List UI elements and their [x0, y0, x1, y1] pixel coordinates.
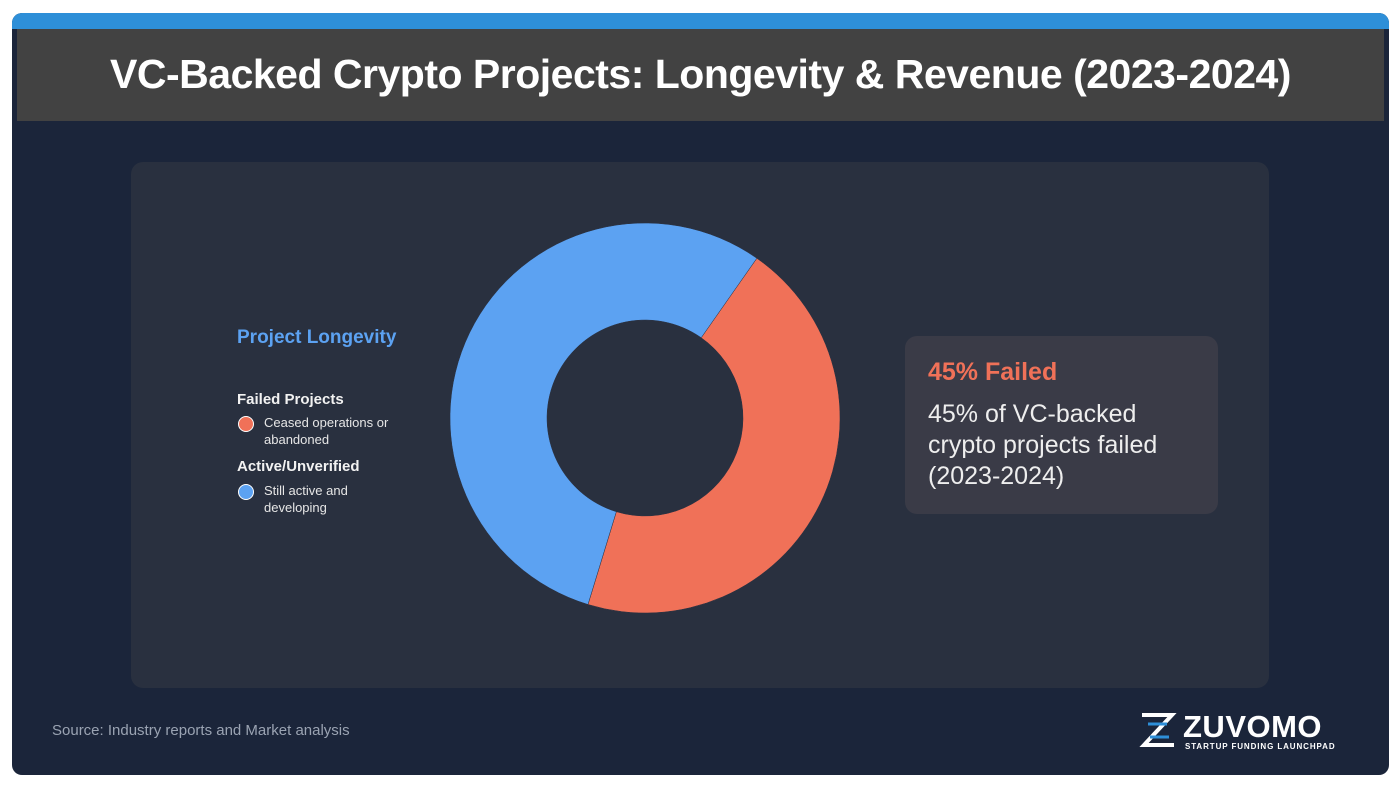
legend-active-desc: Still active and developing: [264, 483, 348, 515]
brand-name: ZUVOMO: [1183, 709, 1323, 744]
accent-bar: [12, 13, 1389, 29]
donut-chart: [449, 222, 841, 614]
legend-failed-swatch: [238, 416, 254, 432]
brand-logo: ZUVOMO STARTUP FUNDING LAUNCHPAD: [1139, 709, 1339, 751]
legend-active-title: Active/Unverified: [237, 458, 360, 475]
source-note: Source: Industry reports and Market anal…: [52, 722, 350, 739]
slide-frame: VC-Backed Crypto Projects: Longevity & R…: [12, 13, 1389, 775]
page-title: VC-Backed Crypto Projects: Longevity & R…: [110, 51, 1291, 97]
callout-headline: 45% Failed: [928, 358, 1058, 386]
stat-callout: 45% Failed 45% of VC-backed crypto proje…: [905, 336, 1218, 514]
callout-text: 45% of VC-backed crypto projects failed …: [928, 400, 1158, 490]
legend-heading: Project Longevity: [237, 327, 397, 348]
brand-tagline: STARTUP FUNDING LAUNCHPAD: [1185, 742, 1336, 751]
legend-failed-desc: Ceased operations or abandoned: [264, 415, 389, 447]
z-logo-icon: [1139, 713, 1177, 747]
donut-slice-active-unverified: [449, 222, 758, 605]
header-banner: VC-Backed Crypto Projects: Longevity & R…: [17, 29, 1384, 121]
legend-active-swatch: [238, 484, 254, 500]
legend-failed-title: Failed Projects: [237, 391, 344, 408]
